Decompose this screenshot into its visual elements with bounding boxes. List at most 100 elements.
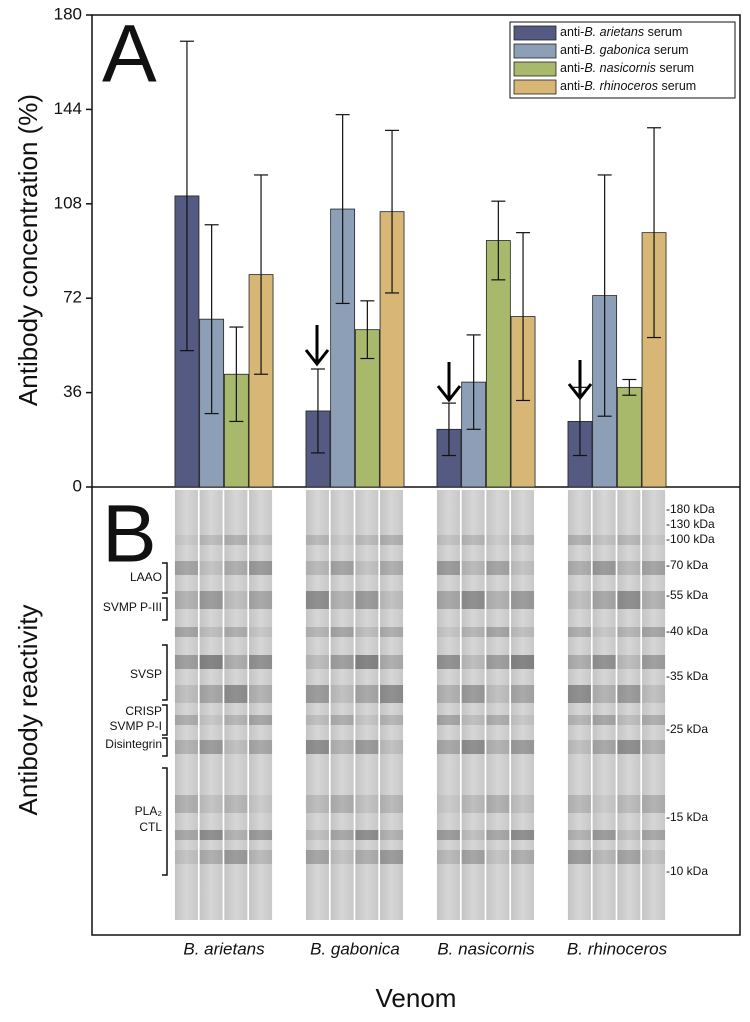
protein-label: SVSP <box>130 667 162 681</box>
blot-band <box>174 830 198 840</box>
blot-band <box>305 850 329 864</box>
blot-band <box>642 561 666 575</box>
blot-band <box>436 795 460 813</box>
blot-band <box>617 850 641 864</box>
blot-band <box>380 795 404 813</box>
legend-swatch <box>513 25 557 41</box>
blot-band <box>592 561 616 575</box>
error-bar <box>204 224 219 415</box>
blot-lane <box>511 490 535 920</box>
blot-band <box>174 561 198 575</box>
blot-band <box>330 561 354 575</box>
blot-band <box>199 830 223 840</box>
blot-band <box>461 850 485 864</box>
blot-band <box>436 627 460 637</box>
blot-band <box>224 830 248 840</box>
blot-band <box>355 561 379 575</box>
bracket <box>162 597 168 621</box>
legend-label: anti-B. nasicornis serum <box>560 61 694 75</box>
blot-band <box>617 685 641 703</box>
blot-band <box>199 740 223 754</box>
blot-band <box>486 830 510 840</box>
blot-band <box>436 715 460 725</box>
y-axis-title: Antibody concentration (%) <box>13 94 43 406</box>
blot-band <box>436 655 460 669</box>
blot-band <box>436 830 460 840</box>
blot-band <box>305 655 329 669</box>
error-bar <box>647 127 662 339</box>
blot-band <box>511 535 535 545</box>
error-bar <box>491 200 506 281</box>
blot-lane <box>617 490 641 920</box>
blot-band <box>249 795 273 813</box>
blot-band <box>355 795 379 813</box>
blot-lane <box>224 490 248 920</box>
blot-band <box>199 591 223 609</box>
blot-band <box>380 740 404 754</box>
y-tick-label: 180 <box>54 4 82 23</box>
blot-band <box>567 685 591 703</box>
blot-band <box>305 795 329 813</box>
error-bar <box>310 368 325 454</box>
error-bar <box>441 402 456 457</box>
blot-band <box>486 715 510 725</box>
blot-band <box>174 685 198 703</box>
marker-label: -15 kDa <box>666 810 708 824</box>
blot-lane <box>380 490 404 920</box>
blot-band <box>249 561 273 575</box>
blot-band <box>592 740 616 754</box>
blot-band <box>567 591 591 609</box>
blot-band <box>224 561 248 575</box>
blot-band <box>511 655 535 669</box>
blot-band <box>249 715 273 725</box>
blot-band <box>249 535 273 545</box>
blot-band <box>305 685 329 703</box>
blot-band <box>330 535 354 545</box>
blot-band <box>224 850 248 864</box>
blot-band <box>511 561 535 575</box>
marker-label: -100 kDa <box>666 532 715 546</box>
blot-band <box>617 655 641 669</box>
blot-band <box>174 795 198 813</box>
blot-band <box>461 561 485 575</box>
blot-band <box>380 627 404 637</box>
blot-band <box>380 535 404 545</box>
blot-band <box>249 685 273 703</box>
blot-band <box>567 655 591 669</box>
blot-band <box>486 591 510 609</box>
marker-label: -35 kDa <box>666 669 708 683</box>
blot-band <box>486 627 510 637</box>
blot-band <box>436 561 460 575</box>
error-bar <box>179 40 194 352</box>
blot-band <box>355 715 379 725</box>
marker-label: -180 kDa <box>666 502 715 516</box>
blot-band <box>305 740 329 754</box>
bracket <box>162 562 168 594</box>
blot-band <box>567 535 591 545</box>
blot-band <box>199 685 223 703</box>
blot-lane <box>355 490 379 920</box>
blot-band <box>486 740 510 754</box>
blot-lane <box>642 490 666 920</box>
blot-band <box>511 627 535 637</box>
blot-band <box>436 591 460 609</box>
blot-band <box>174 655 198 669</box>
blot-band <box>224 535 248 545</box>
blot-band <box>486 685 510 703</box>
blot-band <box>224 685 248 703</box>
blot-band <box>174 535 198 545</box>
blot-band <box>355 850 379 864</box>
blot-band <box>224 591 248 609</box>
blot-band <box>436 850 460 864</box>
error-bar <box>254 174 269 375</box>
blot-band <box>305 561 329 575</box>
blot-band <box>174 715 198 725</box>
blot-band <box>617 795 641 813</box>
blot-band <box>199 715 223 725</box>
blot-band <box>642 850 666 864</box>
error-bar <box>622 378 637 396</box>
blot-band <box>592 850 616 864</box>
blot-band <box>249 627 273 637</box>
blot-lane <box>461 490 485 920</box>
error-bar <box>516 232 531 402</box>
